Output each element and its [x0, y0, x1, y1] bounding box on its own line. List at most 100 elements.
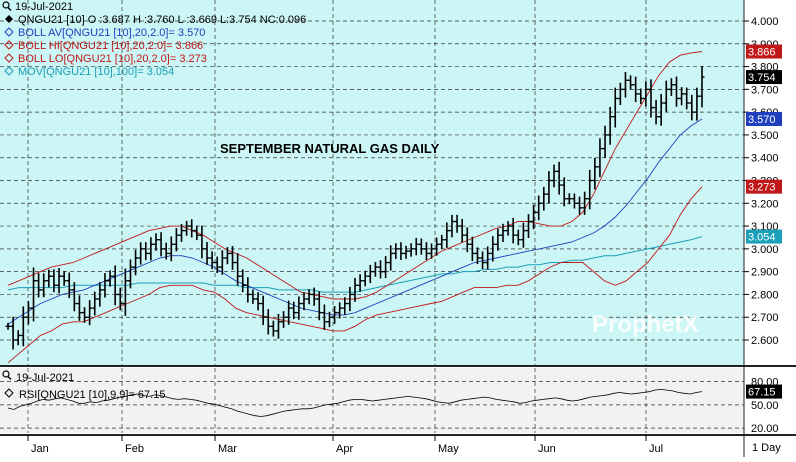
ohlc-bar [219, 250, 225, 275]
ohlc-bar [87, 300, 93, 326]
ohlc-bar [622, 72, 628, 98]
ohlc-bar [291, 301, 297, 320]
ohlc-bar [189, 219, 195, 238]
price-tick-label: 2.600 [751, 335, 779, 347]
ohlc-bar [679, 87, 685, 106]
ohlc-bar [260, 295, 266, 326]
price-tick-label: 3.500 [751, 130, 779, 142]
ohlc-bar [658, 93, 664, 126]
ohlc-bar [209, 251, 215, 270]
ohlc-bar [551, 164, 557, 188]
legend-marker-icon [4, 66, 14, 76]
ohlc-bar [505, 221, 511, 236]
ohlc-bar [306, 289, 312, 305]
rsi-legend-marker-icon [4, 388, 14, 398]
legend-entry: BOLL AV[QNGU21 [10],20,2.0]= 3.570 [18, 27, 205, 39]
ohlc-bar [607, 106, 613, 145]
ohlc-bar [301, 292, 307, 311]
ohlc-bar [577, 196, 583, 215]
ohlc-bar [673, 76, 679, 107]
svg-text:3.273: 3.273 [748, 182, 776, 194]
ohlc-bar [372, 262, 378, 277]
ohlc-bar [653, 99, 659, 125]
ohlc-bar [240, 269, 246, 293]
ohlc-bar [485, 246, 491, 270]
svg-text:3.866: 3.866 [748, 47, 776, 59]
legend-entry: BOLL LO[QNGU21 [10],20,2.0]= 3.273 [18, 53, 207, 65]
ohlc-bar [138, 242, 144, 265]
ohlc-bar [526, 214, 531, 238]
ohlc-bar [20, 306, 26, 347]
ohlc-bar [112, 265, 118, 306]
ohlc-bar [561, 177, 567, 207]
ohlc-bar [684, 87, 690, 110]
ohlc-bar [388, 245, 394, 271]
ohlc-bar [541, 186, 547, 211]
ohlc-bar [332, 305, 338, 324]
ohlc-bar [281, 311, 287, 328]
x-tick-label: Apr [336, 443, 353, 455]
header-block: 19-Jul-2021 QNGU21 [10] O :3.687 H :3.76… [2, 1, 306, 78]
ohlc-bar [378, 260, 384, 279]
ohlc-bar [689, 94, 695, 121]
rsi-date: 19-Jul-2021 [16, 372, 74, 384]
price-axis: 4.0003.9003.8003.7003.6003.5003.4003.300… [744, 16, 779, 347]
ohlc-bar [423, 242, 429, 261]
ohlc-bar [429, 243, 435, 259]
ohlc-bar [168, 236, 174, 262]
diamond-icon [5, 15, 13, 23]
ohlc-bar [556, 161, 562, 195]
ohlc-bar [255, 292, 261, 311]
magnifier-icon[interactable] [2, 1, 12, 11]
ohlc-bar [510, 217, 516, 244]
legend-entry: BOLL HI[QNGU21 [10],20,2.0]= 3.866 [18, 40, 203, 52]
ohlc-bar [194, 225, 200, 241]
ohlc-bar [648, 79, 654, 118]
ohlc-bar [173, 228, 179, 252]
ohlc-bar [699, 65, 705, 108]
svg-text:67.15: 67.15 [748, 387, 776, 399]
ohlc-bars [5, 65, 705, 350]
tag-rsi: 67.15 [746, 384, 782, 399]
x-tick-label: Jul [649, 443, 663, 455]
period-label[interactable]: 1 Day [752, 442, 781, 454]
ohlc-bar [199, 225, 205, 259]
ohlc-bar [326, 311, 332, 328]
ohlc-bar [122, 268, 128, 316]
ohlc-bar [97, 282, 103, 307]
rsi-panel [0, 368, 744, 433]
ohlc-bar [347, 286, 353, 312]
ohlc-bar [362, 270, 368, 287]
ohlc-bar [316, 291, 322, 321]
legend-marker-icon [4, 27, 14, 37]
ohlc-bar [250, 289, 256, 304]
ohlc-bar [107, 270, 113, 287]
ohlc-bar [311, 287, 317, 306]
ohlc-bar [490, 236, 496, 262]
price-tick-label: 4.000 [751, 16, 779, 28]
ohlc-bar [265, 309, 271, 335]
ohlc-bar [163, 242, 169, 260]
ohlc-bar [184, 220, 190, 236]
rsi-magnifier-icon[interactable] [2, 370, 12, 380]
ohlc-bar [286, 300, 292, 325]
ohlc-bar [531, 204, 537, 230]
tag-boll-hi: 3.866 [746, 44, 782, 59]
grid-lines [0, 0, 744, 433]
ohlc-bar [474, 247, 480, 265]
ohlc-bar [454, 214, 460, 233]
x-tick-label: Feb [125, 443, 144, 455]
ohlc-bar [102, 273, 108, 298]
tag-mov: 3.054 [746, 229, 782, 244]
tag-boll-av: 3.570 [746, 111, 782, 126]
ohlc-bar [444, 222, 450, 248]
ohlc-bar [663, 80, 669, 112]
rsi-tick-label: 50.00 [751, 400, 779, 412]
ohlc-bar [515, 229, 521, 246]
ohlc-bar [612, 87, 618, 128]
ohlc-bar [204, 242, 210, 265]
ohlc-bar [434, 237, 440, 256]
